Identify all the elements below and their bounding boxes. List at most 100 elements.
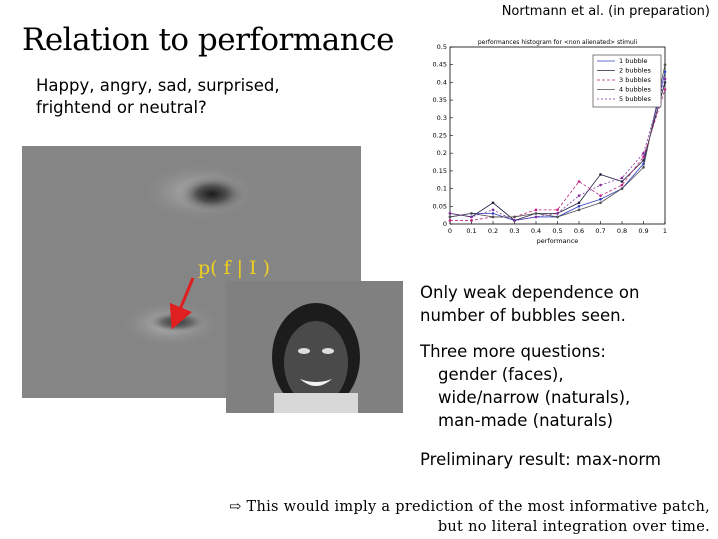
y-tick-label: 0 [443, 220, 447, 228]
series-4-point [448, 215, 452, 219]
y-tick-label: 0.15 [433, 167, 447, 175]
x-axis-label: performance [537, 237, 579, 245]
series-2-point [599, 173, 602, 176]
x-tick-label: 0 [448, 227, 452, 235]
y-tick-label: 0.05 [433, 202, 447, 210]
y-tick-label: 0.3 [437, 114, 447, 122]
y-tick-label: 0.45 [433, 61, 447, 69]
series-5-point [642, 151, 645, 155]
question-item-width: wide/narrow (naturals), [438, 388, 631, 407]
series-5-point [599, 183, 602, 187]
series-3-point [448, 219, 452, 222]
series-4-point [470, 212, 473, 215]
series-3-point [577, 180, 581, 183]
series-3-point [620, 183, 624, 187]
footnote-arrow-icon: ⇨ [229, 499, 242, 515]
series-4-point [577, 208, 581, 212]
preliminary-result: Preliminary result: max-norm [420, 450, 661, 469]
citation: Nortmann et al. (in preparation) [501, 4, 710, 19]
shoulders [274, 393, 358, 413]
weak-dependence-text: Only weak dependence on number of bubble… [420, 281, 639, 327]
x-tick-label: 0.9 [638, 227, 648, 235]
series-2-point [642, 158, 645, 162]
y-tick-label: 0.2 [437, 149, 447, 157]
y-tick-label: 0.25 [433, 132, 447, 140]
y-tick-label: 0.4 [437, 78, 447, 86]
left-eye [298, 348, 310, 354]
series-3-point [599, 194, 602, 197]
series-4-point [534, 212, 538, 215]
performance-histogram-chart: performances histogram for <non alienate… [410, 34, 675, 249]
y-tick-label: 0.1 [437, 185, 447, 193]
x-tick-label: 0.7 [595, 227, 605, 235]
series-4-point [556, 215, 559, 219]
series-4-point [513, 215, 516, 219]
legend-label-3: 3 bubbles [619, 76, 652, 84]
x-tick-label: 0.4 [531, 227, 541, 235]
legend-label-1: 1 bubble [619, 57, 648, 65]
x-tick-label: 0.1 [466, 227, 476, 235]
legend-label-4: 4 bubbles [619, 86, 652, 94]
question-item-manmade: man-made (naturals) [438, 411, 614, 430]
weak-line-1: Only weak dependence on [420, 283, 640, 302]
pointer-arrow-to-mouth [169, 277, 195, 330]
series-4-point [599, 201, 602, 205]
series-4-point [620, 187, 624, 190]
probability-label: p( f | I ) [198, 257, 271, 279]
series-3-point [556, 208, 559, 212]
series-5-point [577, 194, 581, 197]
series-5-point [556, 212, 559, 215]
series-1-point [663, 70, 667, 74]
series-3-point [470, 219, 473, 222]
series-3-point [663, 88, 667, 91]
chart-svg: performances histogram for <non alienate… [433, 39, 668, 245]
question-item-gender: gender (faces), [438, 365, 564, 384]
series-1-point [491, 212, 495, 215]
chart-title: performances histogram for <non alienate… [478, 39, 638, 46]
face-skin [284, 321, 348, 405]
x-tick-label: 1 [663, 227, 667, 235]
question-line-2: frightend or neutral? [36, 98, 207, 117]
chart-legend-box [592, 54, 662, 108]
series-3-point [642, 155, 645, 159]
footnote: ⇨ This would imply a prediction of the m… [229, 497, 710, 537]
series-2-point [577, 201, 581, 205]
series-5-point [448, 212, 452, 215]
eye-bubble [178, 176, 246, 212]
series-1-point [599, 197, 602, 201]
x-tick-label: 0.8 [617, 227, 627, 235]
series-line-5 [449, 78, 666, 221]
smile [300, 379, 332, 386]
face-svg [272, 303, 360, 413]
bubble-stimulus-image [22, 146, 361, 398]
series-line-3 [450, 89, 666, 221]
y-tick-label: 0.35 [433, 96, 447, 104]
series-1-point [577, 205, 581, 208]
legend-label-5: 5 bubbles [619, 95, 652, 103]
series-5-point [663, 77, 667, 81]
series-5-point [534, 215, 538, 219]
footnote-line-2: but no literal integration over time. [437, 519, 710, 535]
series-5-point [491, 208, 495, 212]
footnote-text-1: This would imply a prediction of the mos… [246, 499, 710, 515]
three-questions-header: Three more questions: [420, 342, 606, 361]
question-text: Happy, angry, sad, surprised, frightend … [36, 75, 280, 119]
face-photo [226, 281, 403, 413]
x-tick-label: 0.5 [552, 227, 562, 235]
right-eye [322, 348, 334, 354]
series-4-point [491, 215, 495, 219]
series-4-point [663, 63, 667, 66]
series-5-point [470, 215, 473, 219]
three-questions-block: Three more questions: gender (faces), wi… [420, 340, 630, 432]
series-4-point [642, 166, 645, 169]
series-2-point [491, 201, 495, 205]
series-2-point [620, 180, 624, 183]
x-tick-label: 0.3 [509, 227, 519, 235]
y-tick-label: 0.5 [437, 43, 447, 51]
legend-label-2: 2 bubbles [619, 67, 652, 75]
series-5-point [513, 219, 516, 222]
series-5-point [620, 176, 624, 180]
series-3-point [534, 208, 538, 212]
slide-title: Relation to performance [22, 22, 394, 58]
x-tick-label: 0.2 [488, 227, 498, 235]
